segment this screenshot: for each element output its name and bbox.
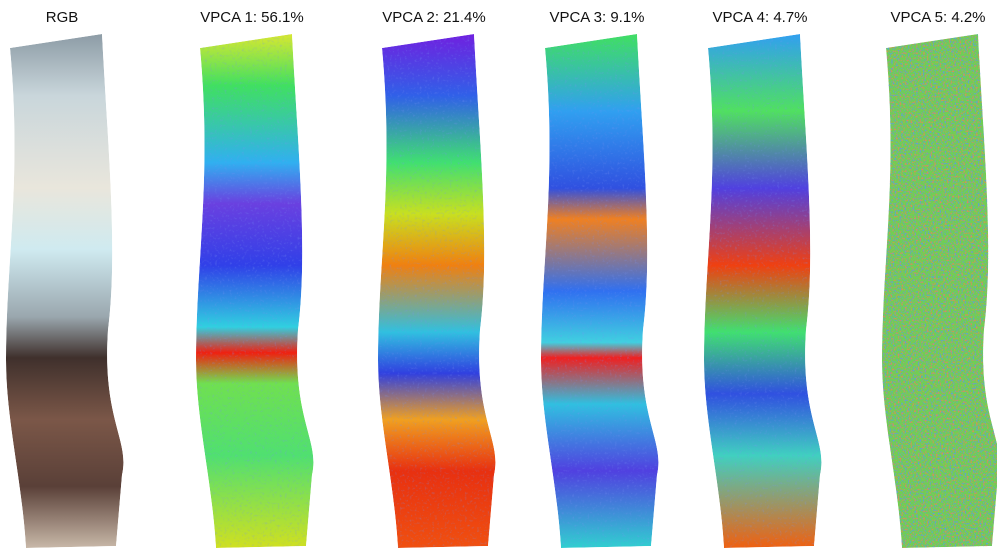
image-strip <box>868 30 997 551</box>
texture <box>364 30 504 551</box>
texture <box>690 30 830 551</box>
panel-label: VPCA 4: 4.7% <box>712 9 807 26</box>
image-strip <box>6 34 123 548</box>
image-strip <box>364 30 504 551</box>
page: RGB VPCA 1: 56.1% VPCA 2: 21.4% VPCA 3: 9.1… <box>0 0 997 551</box>
panel-label: VPCA 1: 56.1% <box>200 9 303 26</box>
image-strip <box>690 30 830 551</box>
strip-fill <box>6 34 123 548</box>
noise-red <box>868 30 997 551</box>
panel-label: VPCA 3: 9.1% <box>549 9 644 26</box>
image-strip <box>182 30 322 551</box>
panel-label: RGB <box>46 9 79 26</box>
image-strip <box>527 30 667 551</box>
figure: RGB VPCA 1: 56.1% VPCA 2: 21.4% VPCA 3: 9.1… <box>0 0 997 551</box>
texture <box>527 30 667 551</box>
panel-label: VPCA 2: 21.4% <box>382 9 485 26</box>
panel-label: VPCA 5: 4.2% <box>890 9 985 26</box>
texture <box>182 30 322 551</box>
